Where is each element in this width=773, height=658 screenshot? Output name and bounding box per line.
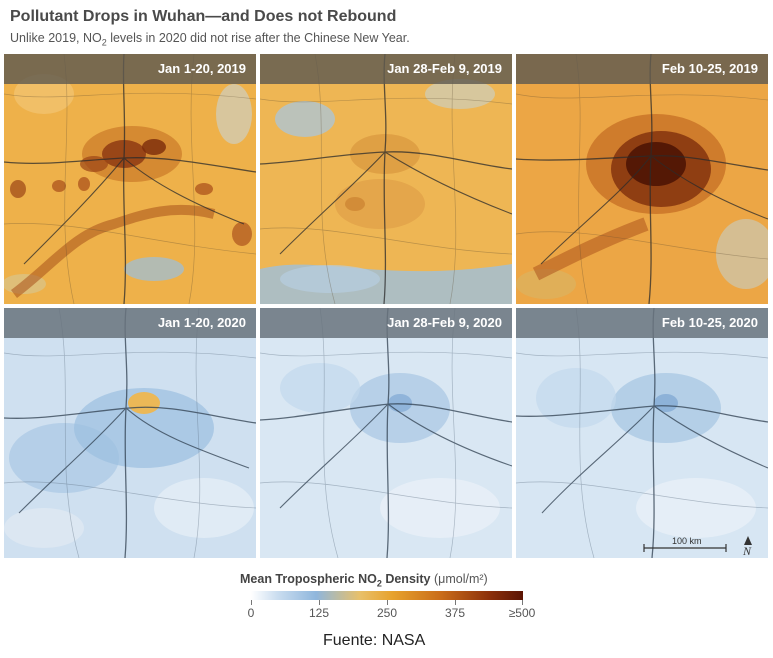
legend-tick-label: 375 (444, 606, 466, 620)
north-arrow-icon (744, 536, 752, 545)
north-arrow-label: N (743, 544, 752, 558)
panel-header: Jan 1-20, 2019 (4, 54, 256, 84)
legend-tick (319, 600, 320, 605)
panel-date-label: Jan 28-Feb 9, 2020 (387, 315, 502, 330)
legend-tick (251, 600, 252, 605)
panel-header: Feb 10-25, 2020 (516, 308, 768, 338)
panel-date-label: Feb 10-25, 2020 (661, 315, 758, 330)
panel-date-label: Jan 1-20, 2020 (157, 315, 246, 330)
legend-tick (387, 600, 388, 605)
map-panel-2: Jan 28-Feb 9, 2019 (260, 54, 512, 304)
panel-date-label: Jan 28-Feb 9, 2019 (387, 61, 502, 76)
panel-date-label: Feb 10-25, 2019 (661, 61, 758, 76)
panel-header: Jan 1-20, 2020 (4, 308, 256, 338)
map-scale: 100 km N (638, 536, 768, 558)
no2-map-jan-feb-2020 (260, 308, 512, 558)
source-credit: Fuente: NASA (323, 632, 426, 649)
figure-title: Pollutant Drops in Wuhan—and Does not Re… (10, 8, 397, 25)
map-panel-1: Jan 1-20, 2019 (4, 54, 256, 304)
legend-tick (455, 600, 456, 605)
legend-tick-label: 125 (308, 606, 330, 620)
legend-tick-label: 250 (376, 606, 398, 620)
legend-tick-label: ≥500 (508, 606, 536, 620)
legend-unit: (μmol/m²) (433, 572, 488, 586)
no2-map-jan-2019 (4, 54, 256, 304)
scale-bar-label: 100 km (672, 536, 702, 546)
no2-map-feb-2019 (516, 54, 768, 304)
no2-map-feb-2020 (516, 308, 768, 558)
legend-tick-label: 0 (247, 606, 255, 620)
map-panel-4: Jan 1-20, 2020 (4, 308, 256, 558)
legend-tick (522, 600, 523, 605)
map-panel-5: Jan 28-Feb 9, 2020 (260, 308, 512, 558)
panel-header: Jan 28-Feb 9, 2020 (260, 308, 512, 338)
no2-map-jan-feb-2019 (260, 54, 512, 304)
legend-color-bar (251, 591, 523, 600)
no2-map-jan-2020 (4, 308, 256, 558)
map-panel-3: Feb 10-25, 2019 (516, 54, 768, 304)
panel-date-label: Jan 1-20, 2019 (157, 61, 246, 76)
panel-header: Feb 10-25, 2019 (516, 54, 768, 84)
panel-header: Jan 28-Feb 9, 2019 (260, 54, 512, 84)
map-panel-6: Feb 10-25, 2020 (516, 308, 768, 558)
figure-subtitle: Unlike 2019, NO2 levels in 2020 did not … (10, 31, 410, 48)
legend-title: Mean Tropospheric NO2 Density (μmol/m²) (240, 572, 488, 589)
